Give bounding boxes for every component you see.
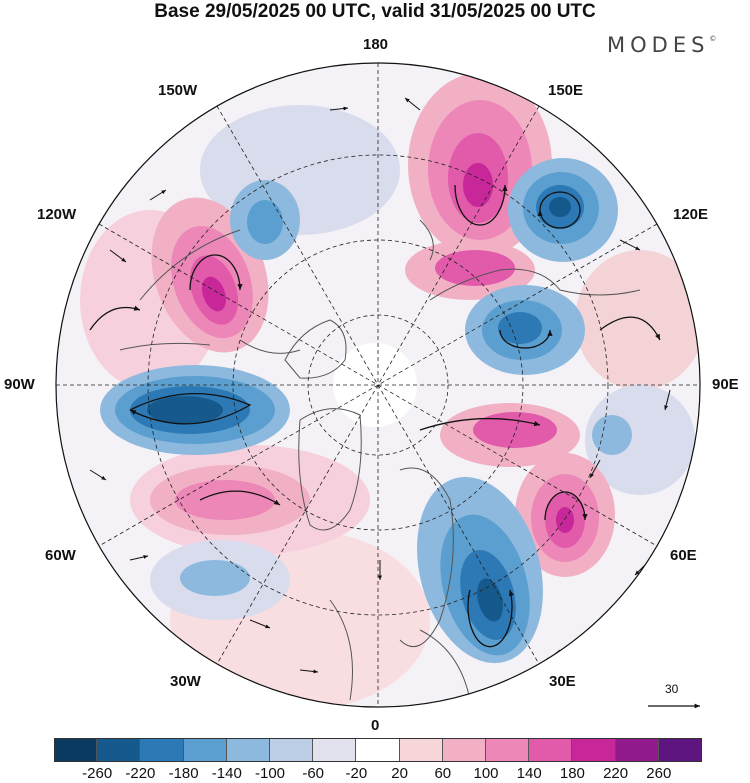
map-title: Base 29/05/2025 00 UTC, valid 31/05/2025… (154, 1, 596, 22)
colorbar-segment (313, 738, 357, 762)
colorbar-segment (486, 738, 530, 762)
lon-label-120w: 120W (37, 206, 77, 223)
lon-label-60e: 60E (670, 547, 697, 564)
okhotsk-high (405, 240, 535, 300)
lon-label-180: 180 (363, 36, 389, 53)
colorbar-segment (572, 738, 616, 762)
alaska-low-core (247, 200, 283, 244)
streamlines (89, 184, 661, 648)
lon-label-30e: 30E (549, 673, 576, 690)
colorbar-tick-label: 100 (473, 765, 499, 782)
colorbar-tick-label: 260 (646, 765, 672, 782)
colorbar-segment (615, 738, 659, 762)
colorbar-tick-label: 140 (516, 765, 542, 782)
colorbar-tick-label: -180 (168, 765, 199, 782)
azores-low (180, 560, 250, 596)
lon-label-120e: 120E (673, 206, 709, 223)
central-asia-low (592, 415, 632, 455)
map-boundary (55, 62, 701, 708)
colorbar-tick-label: -100 (254, 765, 286, 782)
lon-label-60w: 60W (45, 547, 76, 564)
colorbar-tick-label: 220 (603, 765, 629, 782)
scandinavia-low (417, 476, 543, 664)
colorbar (54, 738, 702, 762)
colorbar-tick-label: 60 (434, 765, 452, 782)
colorbar-tick-label: -140 (211, 765, 242, 782)
colorbar-tick-label: -260 (82, 765, 113, 782)
colorbar-segment (270, 738, 314, 762)
reference-vector-label: 30 (665, 682, 679, 696)
coastlines (119, 219, 641, 701)
colorbar-segment (140, 738, 184, 762)
colorbar-segment (97, 738, 141, 762)
colorbar-tick-label: 20 (391, 765, 408, 782)
colorbar-segment (529, 738, 573, 762)
lon-label-0: 0 (371, 717, 380, 734)
lon-label-90w: 90W (4, 376, 35, 393)
colorbar-segment (442, 738, 486, 762)
graticule (56, 63, 700, 707)
colorbar-tick-label: -220 (125, 765, 156, 782)
colorbar-segment (183, 738, 227, 762)
lon-label-150w: 150W (158, 82, 198, 99)
west-siberia-low (465, 285, 585, 375)
brand-mark: © (709, 35, 717, 43)
colorbar-segment (54, 738, 98, 762)
east-siberia-low (508, 158, 618, 262)
lon-label-90e: 90E (712, 376, 739, 393)
colorbar-tick-label: -20 (345, 765, 368, 782)
east-canada-low (100, 365, 290, 455)
colorbar-segment (356, 738, 400, 762)
lon-label-150e: 150E (548, 82, 584, 99)
modes-logo: MODES© (607, 33, 716, 57)
lon-label-30w: 30W (170, 673, 201, 690)
brand-name: MODES (607, 33, 710, 57)
colorbar-segment (658, 738, 702, 762)
colorbar-tick-label: -60 (302, 765, 325, 782)
colorbar-segment (399, 738, 443, 762)
colorbar-segment (226, 738, 270, 762)
north-atlantic-high (150, 465, 310, 535)
colorbar-tick-label: 180 (559, 765, 585, 782)
colorbar-frame (54, 738, 702, 762)
